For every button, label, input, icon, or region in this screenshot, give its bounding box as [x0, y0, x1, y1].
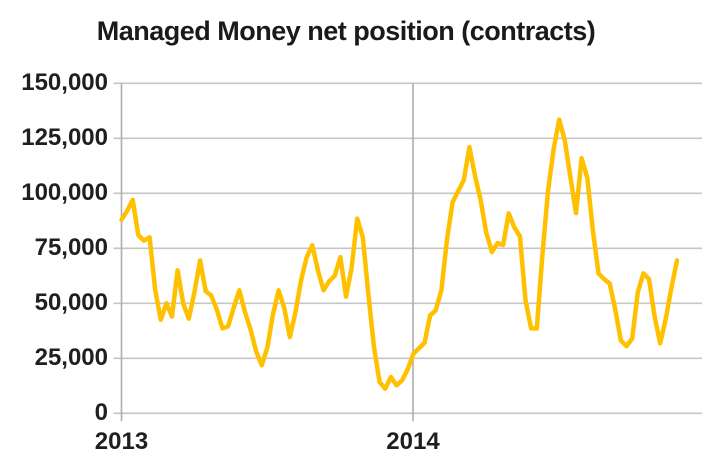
- x-axis-label-2013: 2013: [94, 428, 149, 455]
- chart-title: Managed Money net position (contracts): [96, 16, 596, 46]
- x-axis-label-2014: 2014: [386, 428, 440, 455]
- y-axis-label: 25,000: [34, 344, 108, 372]
- y-axis-label: 100,000: [21, 179, 108, 207]
- managed-money-series-line: [119, 117, 680, 391]
- y-axis-label: 50,000: [34, 289, 108, 317]
- y-axis-label: 75,000: [34, 234, 108, 262]
- y-axis-label: 150,000: [21, 69, 108, 97]
- y-axis-label: 125,000: [21, 124, 108, 152]
- y-axis-label: 0: [94, 399, 108, 427]
